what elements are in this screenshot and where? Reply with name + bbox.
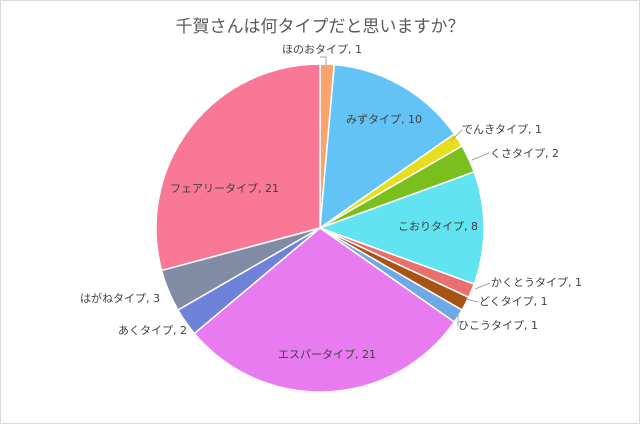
leader-line bbox=[474, 282, 491, 290]
leader-line bbox=[471, 152, 490, 161]
leader-line bbox=[320, 56, 327, 66]
slice-label: フェアリータイプ, 21 bbox=[170, 182, 279, 195]
slice-label: こおりタイプ, 8 bbox=[398, 220, 478, 233]
slice-label: あくタイプ, 2 bbox=[118, 324, 187, 337]
leader-line bbox=[465, 298, 479, 303]
slice-label: でんきタイプ, 1 bbox=[462, 123, 542, 136]
slice-label: どくタイプ, 1 bbox=[479, 295, 548, 308]
slice-label: くさタイプ, 2 bbox=[490, 147, 559, 160]
slice-label: ほのおタイプ, 1 bbox=[282, 43, 362, 56]
leader-line bbox=[450, 129, 463, 142]
slice-label: はがねタイプ, 3 bbox=[80, 291, 160, 305]
pie-slice bbox=[317, 170, 485, 286]
pie-slice bbox=[155, 63, 321, 272]
slice-label: ひこうタイプ, 1 bbox=[458, 319, 538, 332]
pie-slice bbox=[193, 227, 456, 393]
slice-label: かくとうタイプ, 1 bbox=[491, 276, 582, 289]
chart-title: 千賀さんは何タイプだと思いますか？ bbox=[175, 17, 465, 37]
pie-slice bbox=[319, 63, 456, 230]
slice-label: みずタイプ, 10 bbox=[346, 113, 422, 126]
slice-label: エスパータイプ, 21 bbox=[278, 348, 376, 361]
